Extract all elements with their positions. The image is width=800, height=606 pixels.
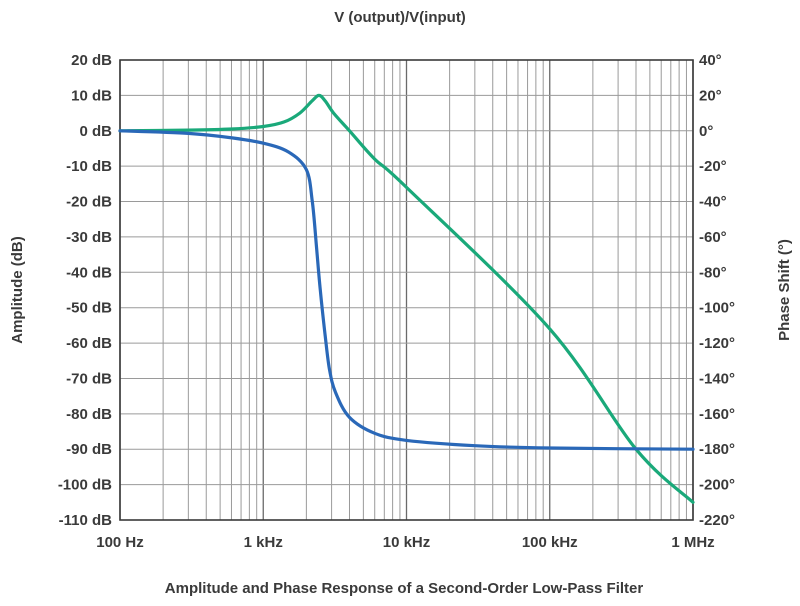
x-tick-label: 1 kHz: [244, 534, 283, 551]
y-left-tick-label: -30 dB: [66, 229, 112, 246]
series-layer: [118, 93, 695, 504]
y-left-tick-label: 0 dB: [79, 123, 112, 140]
y-left-axis-label: Amplitude (dB): [9, 236, 26, 343]
y-right-tick-label: -60°: [699, 229, 727, 246]
y-right-tick-label: 40°: [699, 52, 722, 69]
tick-labels: 100 Hz 1 kHz 10 kHz 100 kHz 1 MHz 20 dB 10 dB 0…: [58, 52, 735, 551]
labels-layer: V (output)/V(input) Amplitude and Phase …: [9, 9, 793, 597]
y-left-tick-label: 10 dB: [71, 87, 112, 104]
amplitude-series-line: [118, 93, 695, 504]
y-left-tick-label: 20 dB: [71, 52, 112, 69]
y-right-tick-label: -180°: [699, 441, 735, 458]
chart-caption: Amplitude and Phase Response of a Second…: [165, 580, 644, 597]
phase-series-line: [118, 129, 695, 451]
y-left-tick-label: -40 dB: [66, 264, 112, 281]
plot-frame: [119, 59, 694, 521]
x-tick-label: 100 Hz: [96, 534, 144, 551]
y-right-tick-label: -160°: [699, 406, 735, 423]
y-right-axis-label: Phase Shift (°): [776, 239, 793, 341]
y-left-tick-label: -90 dB: [66, 441, 112, 458]
chart-title: V (output)/V(input): [334, 9, 466, 26]
y-right-tick-label: -100°: [699, 300, 735, 317]
y-right-tick-label: -140°: [699, 370, 735, 387]
y-right-tick-label: -120°: [699, 335, 735, 352]
y-right-tick-label: -80°: [699, 264, 727, 281]
y-left-tick-label: -100 dB: [58, 477, 112, 494]
y-left-tick-label: -80 dB: [66, 406, 112, 423]
y-right-tick-label: -20°: [699, 158, 727, 175]
y-right-tick-label: 20°: [699, 87, 722, 104]
y-left-tick-label: -10 dB: [66, 158, 112, 175]
y-left-tick-label: -110 dB: [59, 512, 113, 529]
y-right-tick-label: -220°: [699, 512, 735, 529]
y-left-tick-label: -60 dB: [66, 335, 112, 352]
y-right-tick-label: -40°: [699, 194, 727, 211]
y-left-tick-label: -50 dB: [66, 300, 112, 317]
y-left-tick-label: -20 dB: [66, 194, 112, 211]
y-right-tick-label: 0°: [699, 123, 713, 140]
x-tick-label: 10 kHz: [383, 534, 431, 551]
y-right-tick-label: -200°: [699, 477, 735, 494]
x-tick-label: 1 MHz: [671, 534, 714, 551]
y-left-tick-label: -70 dB: [66, 370, 112, 387]
x-tick-label: 100 kHz: [522, 534, 578, 551]
